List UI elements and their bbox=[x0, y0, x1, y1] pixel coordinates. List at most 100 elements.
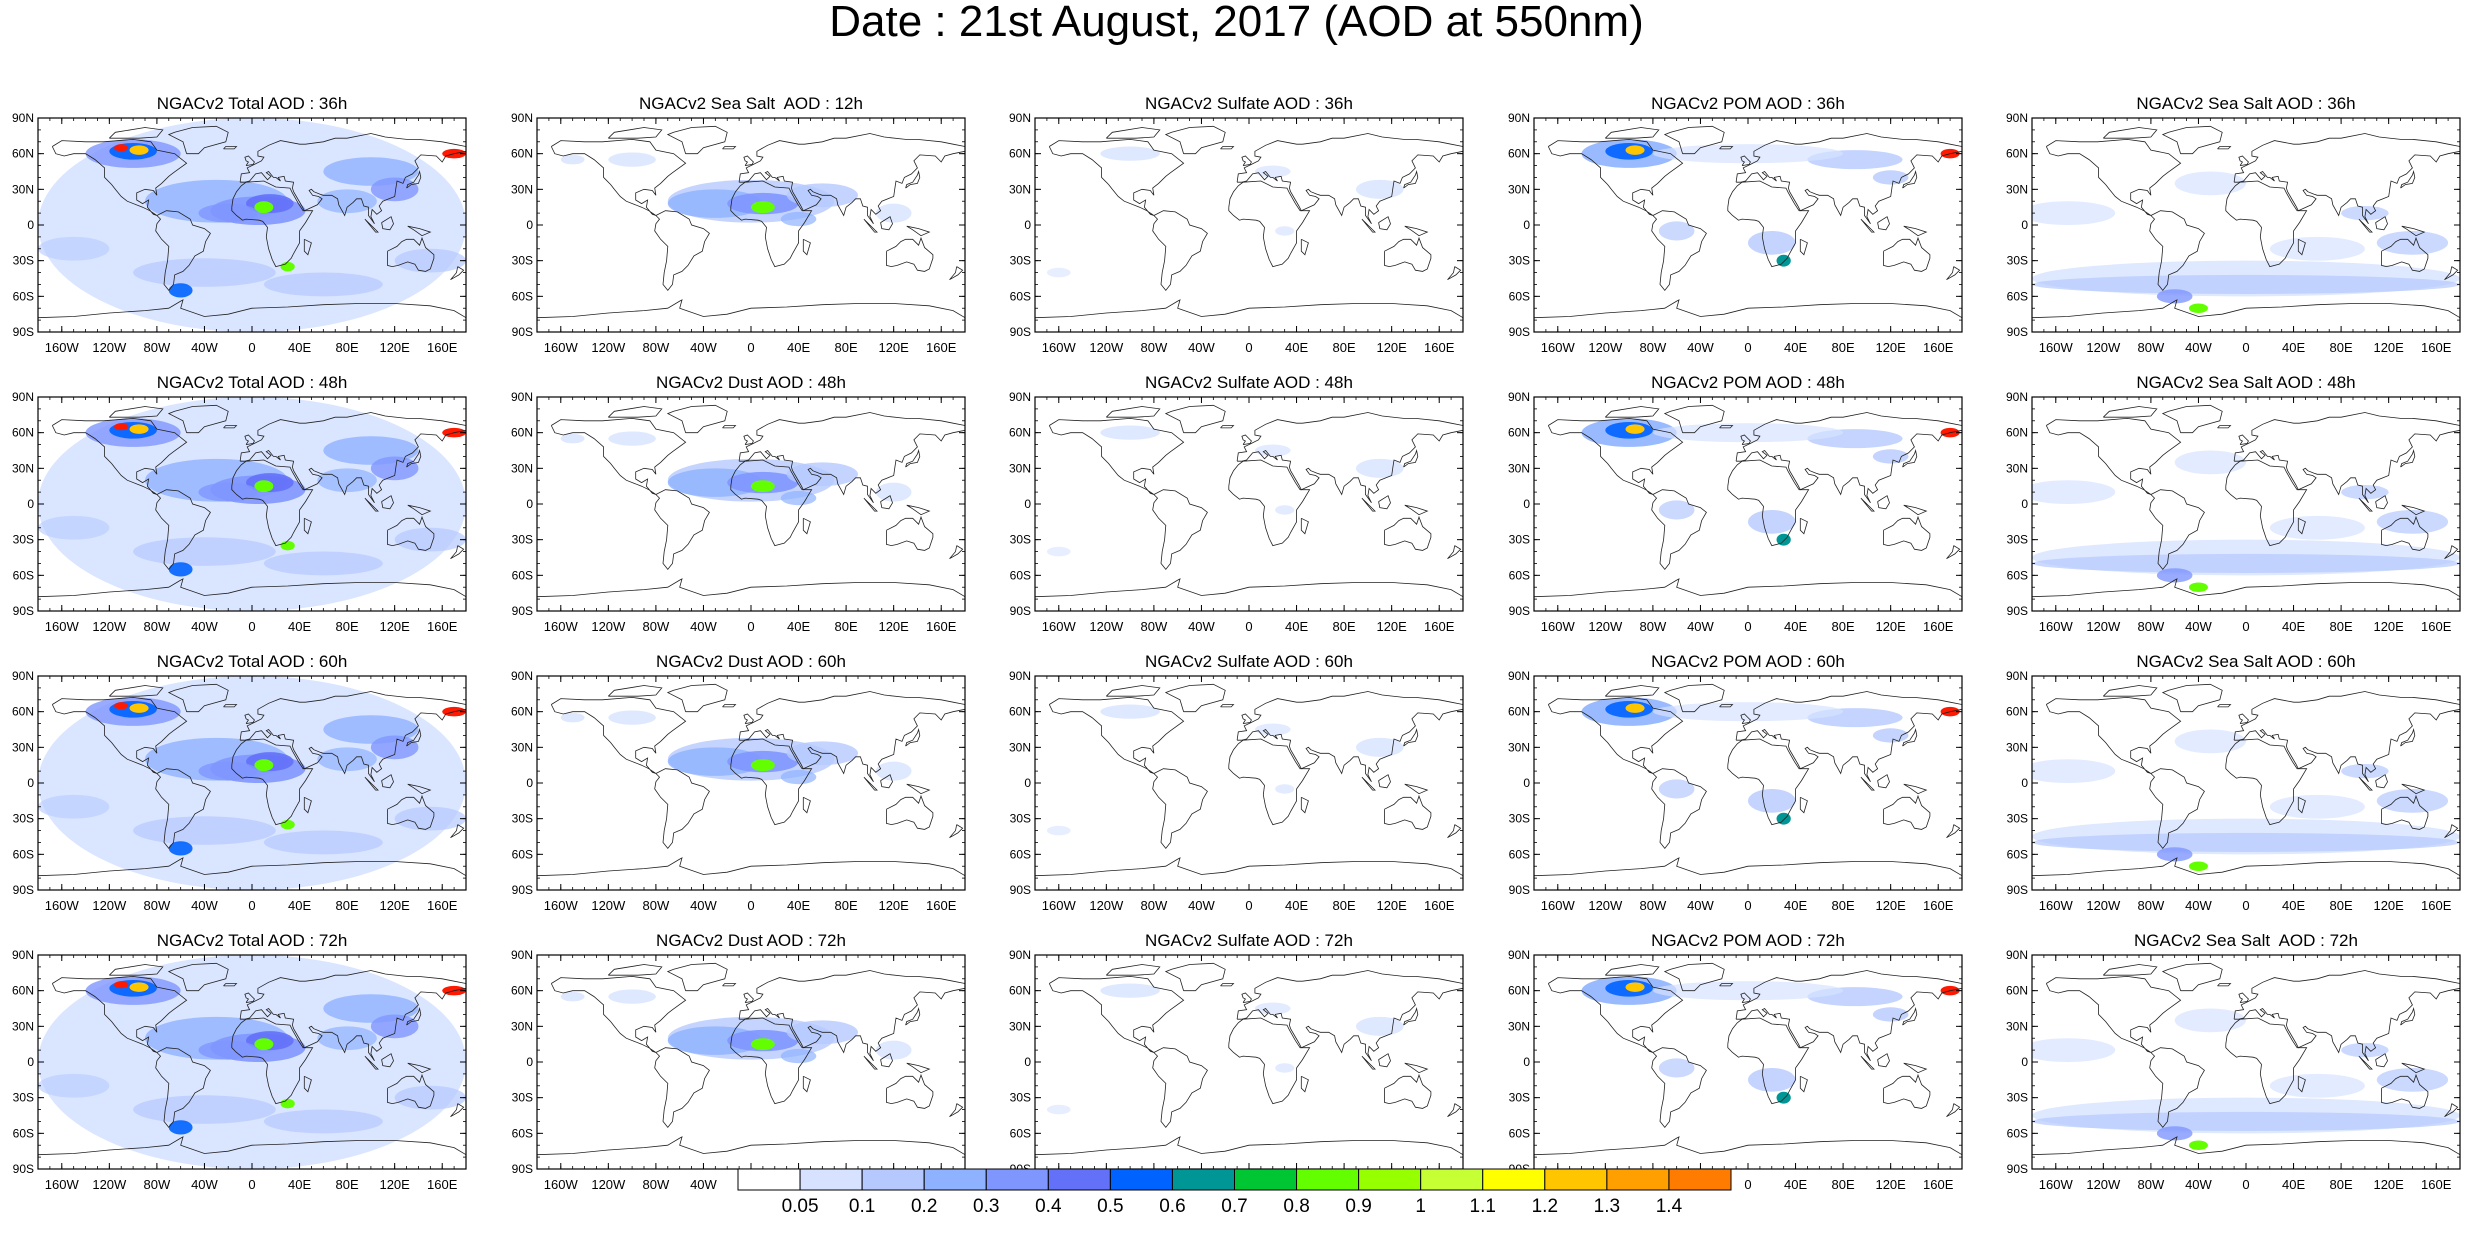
map-panel: 90N 60N 30N 0 30S 60S 90S 160W 120W 80W 40W 0 40E 80E… bbox=[1508, 390, 1963, 634]
colorbar-box bbox=[799, 1168, 863, 1191]
lat-tick-label: 0 bbox=[526, 776, 533, 790]
lat-tick-label: 90N bbox=[12, 390, 34, 404]
lat-tick-label: 90N bbox=[1508, 111, 1530, 125]
aod-field bbox=[1035, 955, 1463, 1169]
map-panel: 90N 60N 30N 0 30S 60S 90S 160W 120W 80W 40W 0 40E 80E… bbox=[1009, 390, 1464, 634]
coastline bbox=[239, 970, 466, 1062]
lat-tick-label: 90S bbox=[512, 883, 533, 897]
colorbar-box bbox=[1544, 1168, 1608, 1191]
colorbar-box bbox=[1358, 1168, 1422, 1191]
panel-title: NGACv2 POM AOD : 72h bbox=[1651, 931, 1845, 950]
lon-tick-label: 120E bbox=[2373, 619, 2404, 634]
aod-plume bbox=[1046, 267, 1071, 278]
coastline bbox=[51, 975, 188, 1053]
panel-title: NGACv2 Sulfate AOD : 48h bbox=[1145, 373, 1353, 392]
colorbar-box bbox=[1234, 1168, 1298, 1191]
lon-tick-label: 120E bbox=[1875, 1177, 1906, 1192]
lat-tick-label: 30S bbox=[13, 533, 34, 547]
coastline bbox=[906, 783, 931, 795]
coastline bbox=[1740, 713, 1751, 724]
coastline bbox=[2149, 1047, 2205, 1129]
aod-plume bbox=[133, 816, 276, 845]
aod-plume bbox=[875, 1040, 912, 1060]
lon-tick-label: 80W bbox=[643, 619, 670, 634]
lat-tick-label: 60N bbox=[1009, 984, 1031, 998]
aod-plume bbox=[1872, 170, 1909, 185]
aod-plume bbox=[608, 989, 656, 1004]
aod-plume bbox=[198, 203, 258, 223]
lon-tick-label: 120E bbox=[2373, 1177, 2404, 1192]
lat-tick-label: 90S bbox=[512, 325, 533, 339]
aod-plume bbox=[1275, 505, 1295, 515]
coastline bbox=[1384, 515, 1432, 551]
coastline bbox=[1228, 459, 1311, 547]
lat-tick-label: 30S bbox=[512, 1091, 533, 1105]
lat-tick-label: 30S bbox=[1509, 812, 1530, 826]
aod-plume bbox=[1356, 179, 1404, 199]
coastline bbox=[2400, 727, 2416, 747]
lat-tick-label: 60N bbox=[12, 426, 34, 440]
coastline bbox=[949, 824, 964, 839]
lon-tick-label: 80E bbox=[835, 340, 858, 355]
lat-tick-label: 90S bbox=[1509, 325, 1530, 339]
lat-tick-label: 0 bbox=[27, 776, 34, 790]
aod-plume bbox=[2156, 568, 2193, 583]
lon-tick-label: 80E bbox=[835, 898, 858, 913]
aod-plume bbox=[1872, 728, 1909, 743]
coastline bbox=[1735, 412, 1962, 504]
coastline bbox=[2161, 683, 2223, 713]
lon-tick-label: 160E bbox=[2421, 340, 2452, 355]
coastline bbox=[303, 796, 312, 814]
coastline bbox=[1651, 489, 1707, 571]
aod-plume bbox=[1100, 146, 1160, 161]
lat-tick-label: 0 bbox=[1024, 218, 1031, 232]
aod-plume bbox=[608, 431, 656, 446]
coastline bbox=[231, 180, 314, 268]
lon-tick-label: 40W bbox=[1188, 340, 1215, 355]
lon-tick-label: 120E bbox=[878, 340, 909, 355]
map-panel: 90N 60N 30N 0 30S 60S 90S 160W 120W 80W 40W 0 40E 80E… bbox=[2006, 111, 2461, 355]
coastline bbox=[1106, 127, 1161, 139]
aod-plume bbox=[317, 468, 377, 493]
coastline bbox=[239, 691, 466, 783]
lat-tick-label: 60N bbox=[1009, 705, 1031, 719]
coastline bbox=[38, 1136, 466, 1156]
coastline bbox=[1164, 683, 1226, 713]
coastline bbox=[231, 459, 314, 547]
panel-title: NGACv2 Sea Salt AOD : 36h bbox=[2136, 94, 2356, 113]
aod-plume bbox=[560, 991, 585, 1002]
lon-tick-label: 80W bbox=[2138, 619, 2165, 634]
coastline bbox=[364, 218, 379, 233]
lon-tick-label: 0 bbox=[1744, 898, 1751, 913]
panel-title: NGACv2 POM AOD : 48h bbox=[1651, 373, 1845, 392]
colorbar-label: 0.8 bbox=[1283, 1196, 1310, 1217]
coastline bbox=[802, 517, 811, 535]
aod-field bbox=[1534, 397, 1962, 611]
coastline bbox=[1663, 404, 1725, 434]
coastline bbox=[1236, 412, 1463, 504]
aod-plume bbox=[1872, 1007, 1909, 1022]
lat-tick-label: 90N bbox=[511, 111, 533, 125]
coastline bbox=[1404, 225, 1429, 237]
coastline bbox=[2045, 696, 2182, 774]
lon-tick-label: 120E bbox=[1376, 898, 1407, 913]
colorbar-box bbox=[985, 1168, 1049, 1191]
coastline bbox=[666, 962, 728, 992]
colorbar-box bbox=[1420, 1168, 1484, 1191]
lat-tick-label: 30N bbox=[2006, 1019, 2028, 1033]
coastline bbox=[1860, 1055, 1875, 1070]
lon-tick-label: 120E bbox=[379, 898, 410, 913]
lon-tick-label: 40E bbox=[288, 340, 311, 355]
coastline bbox=[1378, 1053, 1391, 1068]
lat-tick-label: 30N bbox=[511, 1019, 533, 1033]
lon-tick-label: 80E bbox=[1832, 619, 1855, 634]
lat-tick-label: 30S bbox=[512, 254, 533, 268]
lat-tick-label: 0 bbox=[1523, 776, 1530, 790]
lon-tick-label: 160E bbox=[1923, 898, 1954, 913]
coastline bbox=[1048, 138, 1185, 216]
coastline bbox=[537, 857, 965, 877]
coastline bbox=[2381, 1073, 2429, 1109]
coastline bbox=[1902, 448, 1918, 468]
lat-tick-label: 0 bbox=[526, 218, 533, 232]
aod-plume bbox=[38, 1073, 110, 1098]
